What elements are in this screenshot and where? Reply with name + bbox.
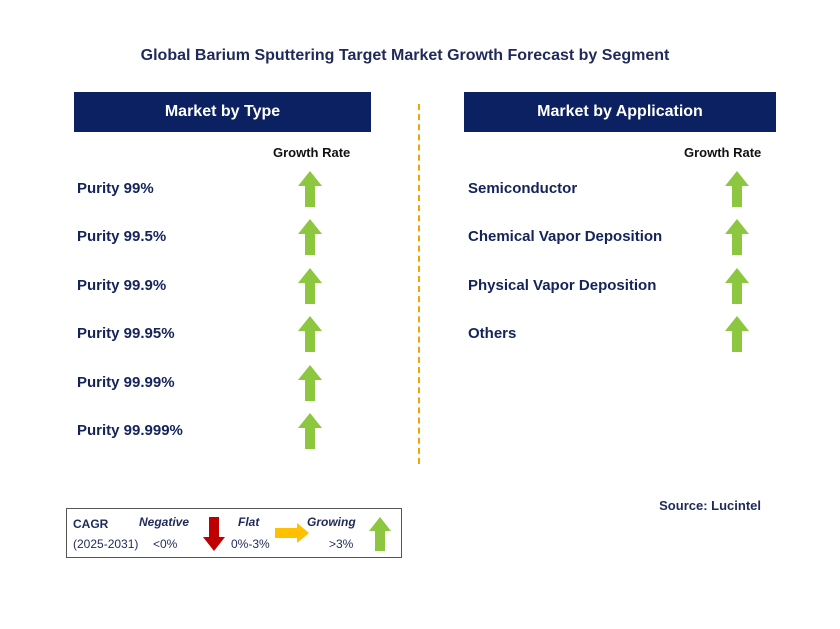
up-arrow-icon bbox=[298, 364, 322, 401]
legend-flat-label: Flat bbox=[238, 515, 260, 529]
source-note: Source: Lucintel bbox=[659, 498, 761, 513]
chart-title: Global Barium Sputtering Target Market G… bbox=[140, 47, 670, 64]
right-arrow-icon bbox=[275, 523, 309, 543]
type-header: Market by Type bbox=[74, 92, 371, 132]
application-row-label: Semiconductor bbox=[468, 180, 578, 197]
legend-negative-label: Negative bbox=[139, 515, 190, 529]
application-row-label: Chemical Vapor Deposition bbox=[468, 228, 663, 246]
application-row-label: Others bbox=[468, 325, 517, 343]
legend-negative-range: <0% bbox=[153, 537, 178, 551]
down-arrow-icon bbox=[203, 517, 225, 551]
application-growth-rate-label: Growth Rate bbox=[684, 145, 762, 160]
up-arrow-icon bbox=[298, 219, 322, 256]
legend-flat-range: 0%-3% bbox=[231, 537, 270, 551]
type-row-label: Purity 99.95% bbox=[77, 325, 175, 343]
up-arrow-icon bbox=[725, 267, 749, 304]
cagr-legend: CAGR (2025-2031) Negative <0% Flat 0%-3%… bbox=[66, 508, 402, 558]
type-row-label: Purity 99.99% bbox=[77, 373, 175, 391]
up-arrow-icon bbox=[298, 316, 322, 353]
type-growth-rate-label: Growth Rate bbox=[273, 145, 351, 160]
application-row-label: Physical Vapor Deposition bbox=[468, 276, 657, 294]
type-row-label: Purity 99.9% bbox=[77, 276, 167, 294]
type-row-label: Purity 99.999% bbox=[77, 422, 183, 439]
legend-cagr-label: CAGR bbox=[73, 517, 109, 531]
up-arrow-icon bbox=[725, 171, 749, 207]
panel-divider bbox=[418, 104, 420, 464]
type-row-label: Purity 99% bbox=[77, 180, 154, 197]
legend-growing-label: Growing bbox=[307, 515, 356, 529]
type-header-label: Market by Type bbox=[164, 103, 281, 120]
application-header-label: Market by Application bbox=[537, 103, 703, 120]
up-arrow-icon bbox=[298, 171, 322, 207]
up-arrow-icon bbox=[369, 517, 391, 551]
application-header: Market by Application bbox=[464, 92, 776, 132]
up-arrow-icon bbox=[725, 219, 749, 256]
up-arrow-icon bbox=[725, 316, 749, 353]
legend-period: (2025-2031) bbox=[73, 537, 139, 551]
up-arrow-icon bbox=[298, 267, 322, 304]
type-row-label: Purity 99.5% bbox=[77, 228, 167, 246]
legend-growing-range: >3% bbox=[329, 537, 354, 551]
up-arrow-icon bbox=[298, 413, 322, 449]
